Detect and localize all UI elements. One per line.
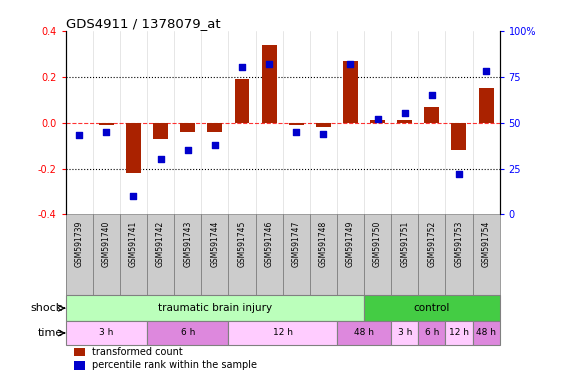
Text: 3 h: 3 h bbox=[397, 328, 412, 338]
Bar bbox=[66, 295, 364, 321]
Bar bbox=[153, 122, 168, 139]
Text: traumatic brain injury: traumatic brain injury bbox=[158, 303, 272, 313]
Bar bbox=[126, 122, 141, 173]
Point bbox=[481, 68, 490, 74]
Bar bbox=[397, 120, 412, 122]
Point bbox=[183, 147, 192, 153]
Point bbox=[129, 193, 138, 199]
Bar bbox=[473, 214, 500, 295]
Point bbox=[373, 116, 382, 122]
Point bbox=[264, 61, 274, 67]
Text: GSM591752: GSM591752 bbox=[427, 221, 436, 267]
Text: GSM591748: GSM591748 bbox=[319, 221, 328, 267]
Bar bbox=[424, 106, 439, 122]
Text: 6 h: 6 h bbox=[180, 328, 195, 338]
Bar bbox=[255, 214, 283, 295]
Point bbox=[75, 132, 84, 139]
Bar bbox=[147, 214, 174, 295]
Bar bbox=[364, 214, 391, 295]
Bar bbox=[316, 122, 331, 127]
Bar bbox=[228, 214, 255, 295]
Bar bbox=[445, 214, 473, 295]
Text: 48 h: 48 h bbox=[476, 328, 496, 338]
Point bbox=[455, 171, 464, 177]
Bar bbox=[120, 214, 147, 295]
Text: GSM591747: GSM591747 bbox=[292, 221, 301, 267]
Text: GSM591742: GSM591742 bbox=[156, 221, 165, 267]
Point bbox=[292, 129, 301, 135]
Bar bbox=[202, 214, 228, 295]
Bar bbox=[289, 122, 304, 125]
Text: 48 h: 48 h bbox=[354, 328, 374, 338]
Bar bbox=[74, 348, 85, 356]
Text: transformed count: transformed count bbox=[92, 347, 183, 357]
Text: GDS4911 / 1378079_at: GDS4911 / 1378079_at bbox=[66, 17, 220, 30]
Point bbox=[156, 156, 165, 162]
Text: GSM591753: GSM591753 bbox=[455, 221, 464, 267]
Bar bbox=[473, 321, 500, 345]
Bar bbox=[343, 61, 358, 122]
Bar bbox=[93, 214, 120, 295]
Text: GSM591745: GSM591745 bbox=[238, 221, 247, 267]
Point bbox=[427, 92, 436, 98]
Text: GSM591743: GSM591743 bbox=[183, 221, 192, 267]
Bar bbox=[391, 321, 418, 345]
Point bbox=[400, 110, 409, 116]
Text: control: control bbox=[413, 303, 450, 313]
Bar bbox=[66, 321, 147, 345]
Point bbox=[102, 129, 111, 135]
Bar bbox=[207, 122, 222, 132]
Bar bbox=[445, 321, 473, 345]
Bar bbox=[364, 295, 500, 321]
Bar bbox=[74, 361, 85, 370]
Bar bbox=[283, 214, 309, 295]
Bar bbox=[337, 321, 391, 345]
Point bbox=[238, 65, 247, 71]
Bar bbox=[391, 214, 418, 295]
Text: GSM591741: GSM591741 bbox=[129, 221, 138, 267]
Bar bbox=[66, 214, 93, 295]
Text: GSM591751: GSM591751 bbox=[400, 221, 409, 267]
Bar bbox=[337, 214, 364, 295]
Text: 6 h: 6 h bbox=[425, 328, 439, 338]
Text: GSM591746: GSM591746 bbox=[264, 221, 274, 267]
Point bbox=[319, 131, 328, 137]
Text: percentile rank within the sample: percentile rank within the sample bbox=[92, 360, 257, 370]
Text: 12 h: 12 h bbox=[272, 328, 293, 338]
Bar bbox=[174, 214, 202, 295]
Bar bbox=[235, 79, 250, 122]
Point bbox=[210, 142, 219, 148]
Bar bbox=[262, 45, 276, 122]
Bar bbox=[418, 214, 445, 295]
Text: time: time bbox=[38, 328, 63, 338]
Text: GSM591739: GSM591739 bbox=[75, 221, 84, 267]
Bar bbox=[418, 321, 445, 345]
Bar bbox=[147, 321, 228, 345]
Bar bbox=[478, 88, 493, 122]
Bar bbox=[309, 214, 337, 295]
Text: GSM591750: GSM591750 bbox=[373, 221, 382, 267]
Text: GSM591740: GSM591740 bbox=[102, 221, 111, 267]
Text: GSM591744: GSM591744 bbox=[210, 221, 219, 267]
Text: shock: shock bbox=[31, 303, 63, 313]
Bar bbox=[452, 122, 467, 150]
Text: 12 h: 12 h bbox=[449, 328, 469, 338]
Bar bbox=[228, 321, 337, 345]
Text: 3 h: 3 h bbox=[99, 328, 114, 338]
Text: GSM591754: GSM591754 bbox=[481, 221, 490, 267]
Text: GSM591749: GSM591749 bbox=[346, 221, 355, 267]
Bar bbox=[180, 122, 195, 132]
Point bbox=[346, 61, 355, 67]
Bar bbox=[370, 120, 385, 122]
Bar bbox=[99, 122, 114, 125]
